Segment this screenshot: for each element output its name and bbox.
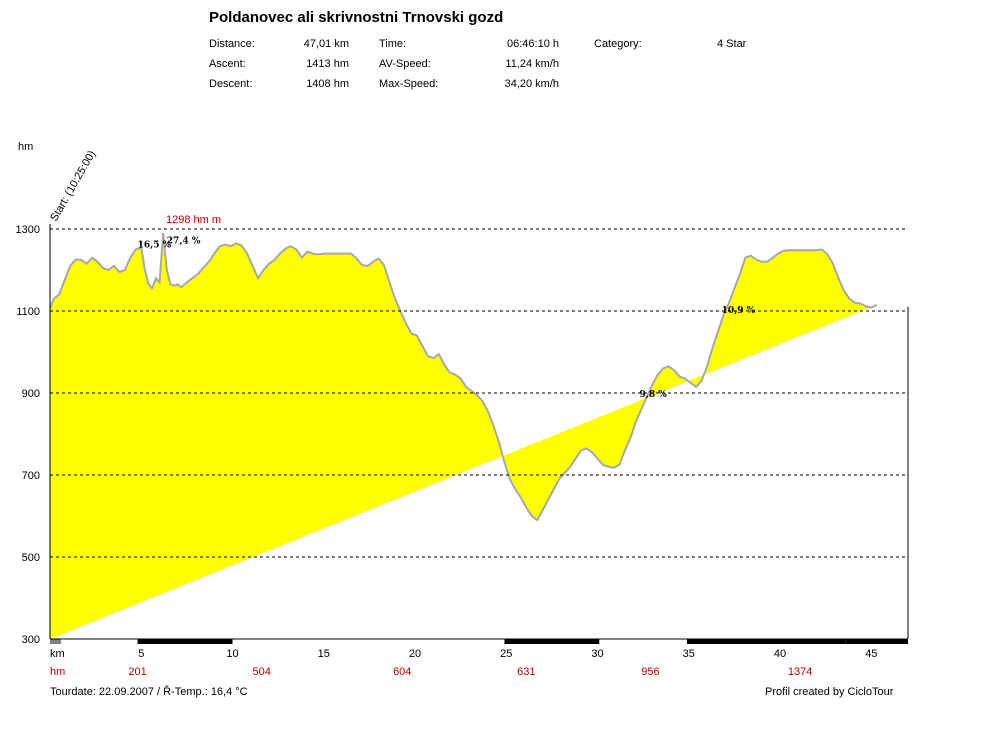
grade-label: 16,5 %	[138, 240, 172, 250]
hm-marker-label: 956	[641, 666, 659, 678]
track-segment	[137, 639, 233, 644]
track-segment	[686, 639, 846, 644]
descent-value: 1408 hm	[306, 78, 349, 90]
track-segment	[599, 639, 687, 644]
y-tick-label: 700	[22, 470, 40, 482]
track-segment	[504, 639, 600, 644]
avspeed-label: AV-Speed:	[379, 58, 431, 70]
y-tick-label: 1100	[16, 306, 40, 318]
x-tick-label: 45	[865, 648, 877, 660]
x-tick-label: 30	[591, 648, 603, 660]
ascent-value: 1413 hm	[306, 58, 349, 70]
time-value: 06:46:10 h	[507, 38, 559, 50]
grade-label: 27,4 %	[167, 236, 201, 246]
credit-text: Profil created by CicloTour	[765, 686, 894, 698]
max-elevation-label: 1298 hm m	[166, 214, 221, 226]
hm-marker-label: 201	[128, 666, 146, 678]
hm-marker-label: 504	[253, 666, 271, 678]
start-label: Start: (10:25:00)	[48, 149, 98, 224]
category-value: 4 Star	[717, 38, 747, 50]
grade-label: 9,8 %	[640, 390, 668, 400]
y-axis-label: hm	[18, 141, 33, 153]
y-tick-label: 900	[22, 388, 40, 400]
time-label: Time:	[379, 38, 407, 50]
track-segment	[50, 639, 61, 644]
maxspeed-label: Max-Speed:	[379, 78, 439, 90]
x-tick-label: 5	[138, 648, 144, 660]
elevation-line	[49, 233, 878, 522]
distance-value: 47,01 km	[303, 38, 349, 50]
tourdate-text: Tourdate: 22.09.2007 / Ř-Temp.: 16,4 °C	[50, 686, 248, 698]
x-tick-label: 40	[774, 648, 786, 660]
hm-row-label: hm	[50, 666, 65, 678]
grade-label: 10,9 %	[722, 306, 756, 316]
y-tick-label: 1300	[16, 224, 40, 236]
hm-marker-label: 604	[393, 666, 411, 678]
x-tick-label: 35	[683, 648, 695, 660]
maxspeed-value: 34,20 km/h	[504, 78, 559, 90]
hm-marker-label: 1374	[788, 666, 812, 678]
track-segment	[60, 639, 138, 644]
distance-label: Distance:	[209, 38, 255, 50]
x-tick-label: 25	[500, 648, 512, 660]
avspeed-value: 11,24 km/h	[505, 58, 559, 70]
elevation-area	[50, 233, 877, 639]
track-segment	[845, 639, 908, 644]
category-label: Category:	[594, 38, 642, 50]
x-axis-label: km	[50, 648, 65, 660]
y-tick-label: 300	[22, 634, 40, 646]
track-segment	[232, 639, 505, 644]
x-tick-label: 15	[318, 648, 330, 660]
hm-marker-label: 631	[517, 666, 535, 678]
descent-label: Descent:	[209, 78, 253, 90]
ascent-label: Ascent:	[209, 58, 246, 70]
x-tick-label: 20	[409, 648, 421, 660]
x-tick-label: 10	[226, 648, 238, 660]
y-tick-label: 500	[22, 552, 40, 564]
chart-title: Poldanovec ali skrivnostni Trnovski gozd	[209, 9, 504, 26]
